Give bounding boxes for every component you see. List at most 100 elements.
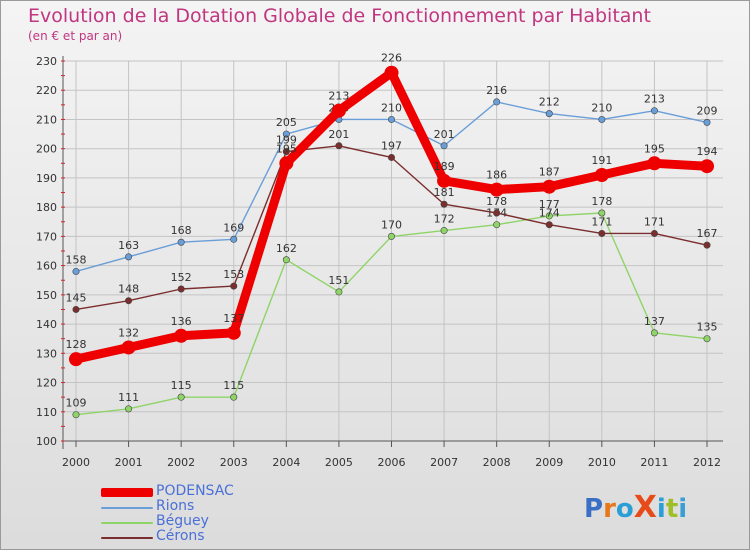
data-point-beguey <box>440 227 448 235</box>
data-label-podensac: 191 <box>591 154 612 167</box>
data-point-beguey <box>335 288 343 296</box>
data-point-rions <box>493 98 501 106</box>
y-tick-label: 210 <box>36 113 57 126</box>
logo-letter: X <box>633 490 657 525</box>
x-tick-label: 2008 <box>483 456 511 469</box>
proxiti-logo: ProXiti <box>584 490 687 525</box>
y-tick-label: 100 <box>36 435 57 448</box>
data-label-podensac: 136 <box>171 315 192 328</box>
logo-letter: o <box>615 494 634 524</box>
data-label-beguey: 111 <box>118 391 139 404</box>
y-tick-label: 140 <box>36 318 57 331</box>
data-point-podensac <box>647 156 662 171</box>
data-label-cerons: 199 <box>276 134 297 147</box>
data-point-beguey <box>282 256 290 264</box>
x-tick-label: 2012 <box>693 456 721 469</box>
x-tick-label: 2011 <box>640 456 668 469</box>
data-label-cerons: 167 <box>697 227 718 240</box>
data-point-beguey <box>230 393 238 401</box>
chart-subtitle: (en € et par an) <box>28 29 123 43</box>
x-tick-label: 2000 <box>62 456 90 469</box>
data-point-podensac <box>594 168 609 182</box>
x-tick-label: 2001 <box>115 456 143 469</box>
data-label-podensac: 194 <box>697 145 718 158</box>
data-point-podensac <box>384 65 399 80</box>
data-point-cerons <box>72 305 80 313</box>
data-point-podensac <box>331 103 346 118</box>
data-point-cerons <box>282 148 290 156</box>
data-label-cerons: 148 <box>118 283 139 296</box>
data-point-rions <box>230 235 238 243</box>
data-label-podensac: 132 <box>118 326 139 339</box>
data-label-rions: 210 <box>591 101 612 114</box>
data-point-podensac <box>542 179 557 194</box>
data-label-rions: 216 <box>486 84 507 97</box>
chart-title: Evolution de la Dotation Globale de Fonc… <box>28 5 651 27</box>
data-point-rions <box>125 253 133 261</box>
data-point-rions <box>545 110 553 118</box>
x-tick-label: 2004 <box>272 456 300 469</box>
data-label-rions: 213 <box>644 93 665 106</box>
legend-swatch <box>101 507 153 509</box>
y-tick-label: 180 <box>36 201 57 214</box>
data-label-cerons: 174 <box>539 207 560 220</box>
data-label-cerons: 171 <box>591 215 612 228</box>
y-tick-label: 170 <box>36 230 57 243</box>
data-label-beguey: 115 <box>223 379 244 392</box>
data-point-podensac <box>700 159 714 174</box>
y-tick-label: 120 <box>36 377 57 390</box>
data-point-beguey <box>125 405 133 413</box>
y-tick-label: 110 <box>36 406 57 419</box>
y-tick-label: 150 <box>36 289 57 302</box>
legend-swatch <box>101 522 153 524</box>
data-point-podensac <box>489 182 504 197</box>
data-label-rions: 205 <box>276 116 297 129</box>
data-point-cerons <box>125 297 133 305</box>
data-point-rions <box>650 107 658 115</box>
data-label-podensac: 195 <box>276 142 297 155</box>
logo-letter: r <box>603 494 616 524</box>
data-label-beguey: 177 <box>539 198 560 211</box>
data-label-cerons: 152 <box>171 271 192 284</box>
data-label-podensac: 226 <box>381 52 402 65</box>
data-point-rions <box>177 238 185 246</box>
data-label-rions: 163 <box>118 239 139 252</box>
data-label-beguey: 178 <box>591 195 612 208</box>
data-point-rions <box>598 115 606 123</box>
data-point-beguey <box>387 232 395 240</box>
data-label-beguey: 170 <box>381 218 402 231</box>
data-label-rions: 212 <box>539 96 560 109</box>
logo-letter: P <box>584 494 604 524</box>
data-label-cerons: 181 <box>434 186 455 199</box>
data-point-cerons <box>545 221 553 229</box>
data-label-rions: 209 <box>697 104 718 117</box>
data-label-podensac: 195 <box>644 142 665 155</box>
y-tick-label: 190 <box>36 172 57 185</box>
y-tick-label: 200 <box>36 143 57 156</box>
data-label-cerons: 201 <box>328 128 349 141</box>
data-label-podensac: 128 <box>66 338 87 351</box>
data-label-podensac: 213 <box>328 90 349 103</box>
data-point-cerons <box>598 229 606 237</box>
x-tick-label: 2007 <box>430 456 458 469</box>
data-label-beguey: 172 <box>434 213 455 226</box>
y-tick-label: 230 <box>36 55 57 68</box>
data-point-beguey <box>72 411 80 419</box>
x-tick-label: 2009 <box>535 456 563 469</box>
logo-letter: i <box>656 494 666 524</box>
data-point-beguey <box>598 209 606 217</box>
data-label-cerons: 178 <box>486 195 507 208</box>
data-label-podensac: 187 <box>539 166 560 179</box>
data-point-podensac <box>121 340 136 355</box>
logo-letter: i <box>678 494 688 524</box>
data-label-beguey: 135 <box>697 321 718 334</box>
data-point-cerons <box>177 285 185 293</box>
data-point-rions <box>282 130 290 138</box>
legend-label: PODENSAC <box>156 483 234 499</box>
data-point-beguey <box>650 329 658 337</box>
data-point-podensac <box>437 173 452 188</box>
data-label-cerons: 171 <box>644 215 665 228</box>
data-label-rions: 158 <box>66 253 87 266</box>
data-point-podensac <box>279 156 294 171</box>
